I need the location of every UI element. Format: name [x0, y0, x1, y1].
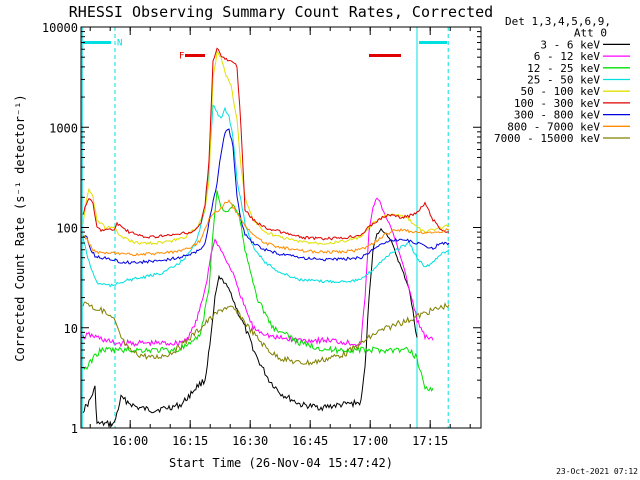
- series-line-2: [82, 190, 434, 392]
- y-axis-label: Corrected Count Rate (s⁻¹ detector⁻¹): [13, 94, 27, 361]
- series-line-3: [82, 104, 450, 288]
- y-tick-label-4: 10000: [42, 21, 78, 35]
- series-line-5: [82, 47, 450, 241]
- series-line-8: [82, 301, 450, 367]
- legend-label-0: 3 - 6 keV: [540, 38, 600, 51]
- series-line-4: [82, 50, 450, 246]
- series-group: [82, 47, 450, 428]
- legend-label-6: 300 - 800 keV: [514, 109, 600, 122]
- annotation-0: N: [117, 39, 122, 49]
- legend-label-4: 50 - 100 keV: [521, 85, 601, 98]
- y-tick-label-2: 100: [56, 222, 78, 236]
- x-axis-label: Start Time (26-Nov-04 15:47:42): [169, 456, 393, 470]
- legend-label-7: 800 - 7000 keV: [507, 120, 600, 133]
- x-tick-label-1: 16:15: [172, 434, 208, 448]
- annotation-1: F: [179, 51, 184, 61]
- series-line-7: [82, 199, 449, 257]
- series-line-1: [82, 197, 434, 348]
- series-line-0: [82, 227, 418, 428]
- legend-header-1: Att 0: [574, 27, 607, 40]
- flag-bars: [83, 41, 447, 57]
- y-tick-label-0: 1: [71, 422, 78, 436]
- x-tick-label-2: 16:30: [232, 434, 268, 448]
- x-tick-label-5: 17:15: [412, 434, 448, 448]
- chart-title: RHESSI Observing Summary Count Rates, Co…: [69, 3, 493, 21]
- legend-label-3: 25 - 50 keV: [527, 74, 600, 87]
- legend-label-5: 100 - 300 keV: [514, 97, 600, 110]
- x-tick-label-0: 16:00: [112, 434, 148, 448]
- legend-header-0: Det 1,3,4,5,6,9,: [505, 15, 611, 28]
- plot-frame: [80, 26, 482, 429]
- series-line-6: [82, 128, 450, 265]
- y-tick-label-3: 1000: [49, 121, 78, 135]
- legend-label-2: 12 - 25 keV: [527, 62, 600, 75]
- annotations: NF: [117, 39, 184, 62]
- x-tick-label-4: 17:00: [352, 434, 388, 448]
- legend-label-8: 7000 - 15000 keV: [494, 132, 600, 145]
- axes: 1 10 100 1000 10000 16:00 16:15 16:30 16:45 17:00…: [42, 21, 482, 448]
- footer-timestamp: 23-Oct-2021 07:12: [556, 467, 638, 476]
- legend-label-1: 6 - 12 keV: [534, 50, 601, 63]
- x-tick-label-3: 16:45: [292, 434, 328, 448]
- y-tick-label-1: 10: [64, 322, 78, 336]
